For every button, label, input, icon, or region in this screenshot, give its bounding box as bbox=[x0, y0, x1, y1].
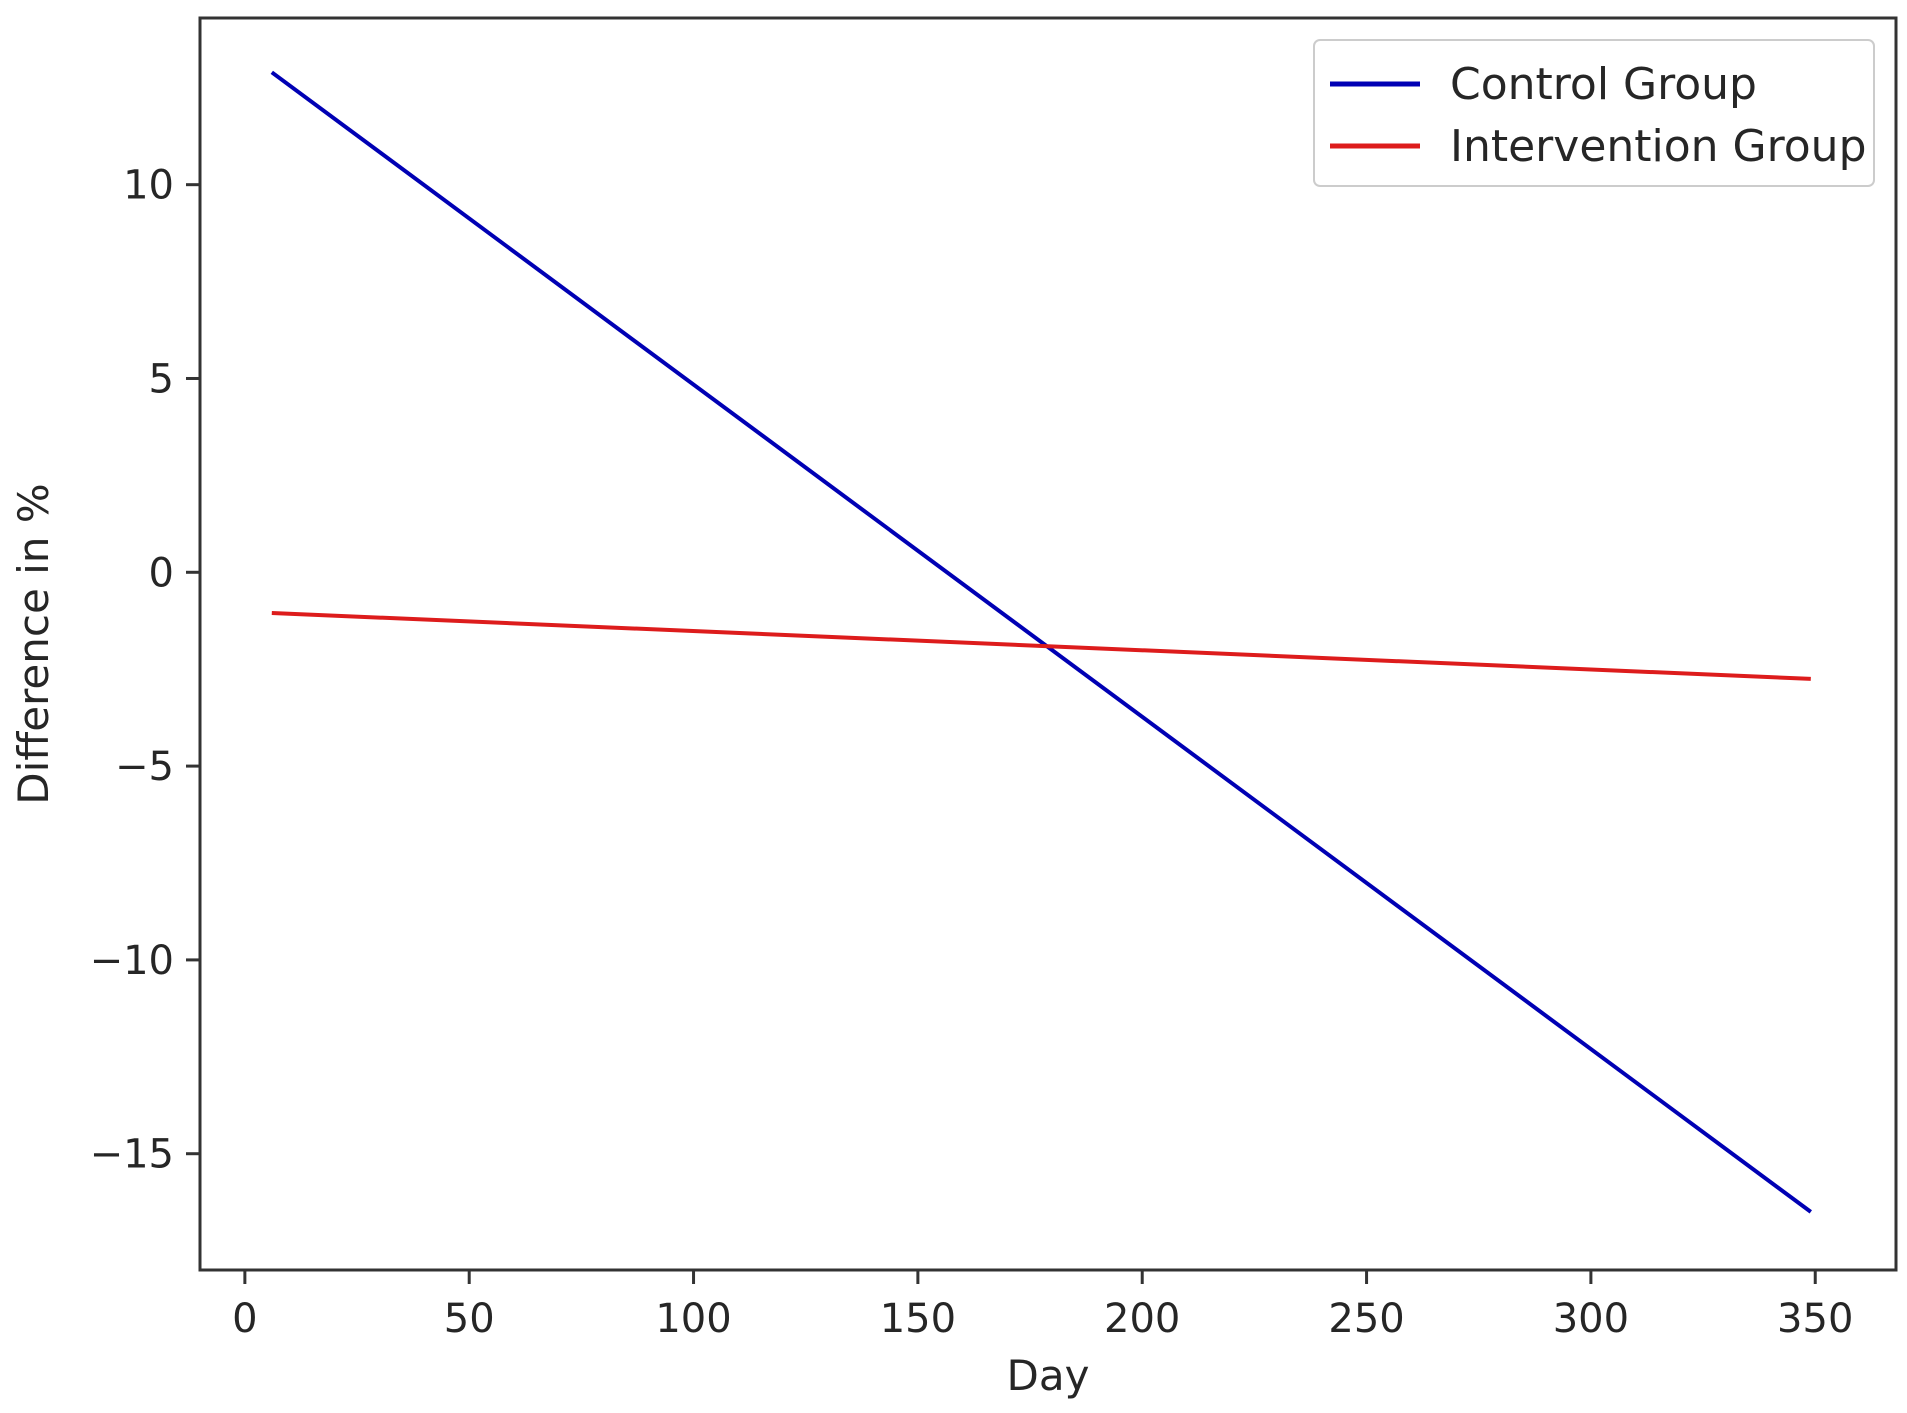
y-axis-title: Difference in % bbox=[9, 483, 58, 804]
series-line-0 bbox=[270, 70, 1812, 1214]
y-tick-label: −15 bbox=[90, 1132, 174, 1178]
x-tick-label: 0 bbox=[232, 1296, 257, 1342]
legend-label-control: Control Group bbox=[1450, 59, 1757, 110]
y-tick-label: −10 bbox=[90, 938, 174, 984]
y-tick-label: −5 bbox=[115, 744, 174, 790]
y-tick-label: 10 bbox=[123, 163, 174, 209]
x-tick-label: 300 bbox=[1553, 1296, 1629, 1342]
plot-frame bbox=[198, 16, 1898, 1272]
plot-lines bbox=[270, 70, 1812, 1214]
x-tick-label: 250 bbox=[1328, 1296, 1404, 1342]
x-tick-label: 100 bbox=[655, 1296, 731, 1342]
legend: Control Group Intervention Group bbox=[1313, 39, 1875, 187]
legend-box bbox=[1313, 39, 1875, 187]
x-tick-label: 150 bbox=[880, 1296, 956, 1342]
y-tick-label: 5 bbox=[149, 356, 174, 402]
legend-label-intervention: Intervention Group bbox=[1450, 121, 1867, 172]
y-axis: −15 −10 −5 0 5 10 bbox=[90, 163, 200, 1178]
x-axis-title: Day bbox=[1007, 1351, 1090, 1400]
x-tick-label: 50 bbox=[444, 1296, 495, 1342]
x-tick-label: 200 bbox=[1104, 1296, 1180, 1342]
series-line-1 bbox=[271, 611, 1811, 681]
y-tick-label: 0 bbox=[149, 550, 174, 596]
x-tick-label: 350 bbox=[1777, 1296, 1853, 1342]
x-axis: 0 50 100 150 200 250 300 350 bbox=[232, 1270, 1853, 1342]
